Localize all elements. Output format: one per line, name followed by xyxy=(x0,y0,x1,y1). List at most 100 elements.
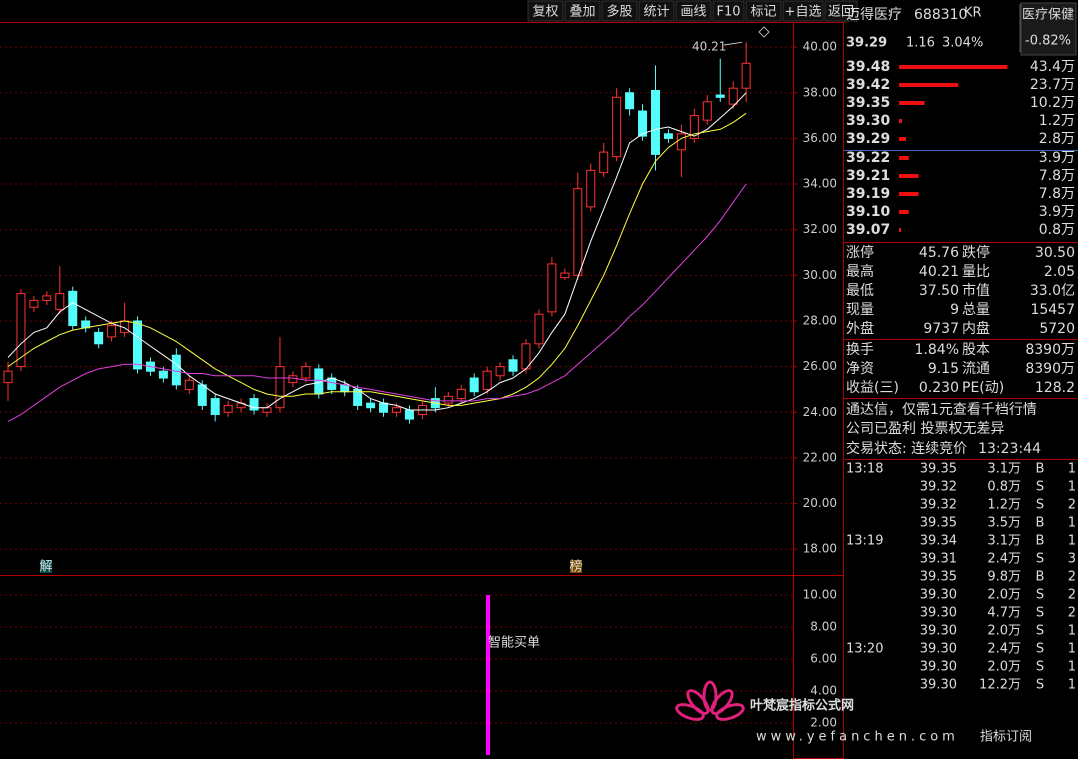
y-tick-label: 36.00 xyxy=(803,131,837,145)
stat-label: 外盘 xyxy=(846,320,874,337)
candle-body xyxy=(741,62,751,89)
fund-label: 股本 xyxy=(962,342,990,358)
candle-body xyxy=(94,331,104,345)
sector-name: 医疗保健 xyxy=(1022,8,1074,23)
toolbar-button[interactable] xyxy=(712,0,745,22)
stat-label: 最低 xyxy=(846,283,874,299)
candle-body xyxy=(573,188,583,276)
trade-price: 39.30 xyxy=(920,678,957,693)
candle-body xyxy=(210,398,220,416)
trade-price: 39.30 xyxy=(920,606,957,621)
toolbar-button[interactable] xyxy=(782,0,824,22)
watermark-caption: 指标订阅 xyxy=(980,730,1032,745)
y-tick-label: 34.00 xyxy=(803,177,837,191)
watermark-logo xyxy=(715,703,745,721)
trade-side: S xyxy=(1036,606,1044,621)
fund-label: 净资 xyxy=(846,361,874,377)
toolbar-label: F10 xyxy=(716,5,740,20)
toolbar-label: +自选 xyxy=(785,5,822,20)
candle-body xyxy=(599,151,609,174)
toolbar-button[interactable] xyxy=(824,0,858,22)
signal-label: 智能买单 xyxy=(488,636,540,651)
trade-side: S xyxy=(1036,588,1044,603)
y-tick-label: 24.00 xyxy=(803,405,837,419)
stat-value: 40.21 xyxy=(919,264,959,280)
stat-value: 15457 xyxy=(1030,302,1075,318)
fund-value: 8390万 xyxy=(1025,342,1075,358)
stat-value: 5720 xyxy=(1039,321,1075,337)
stock-code: 688310 xyxy=(914,7,967,23)
candle-body xyxy=(327,377,337,390)
sector-change: -0.82% xyxy=(1025,34,1071,49)
toolbar-label: 返回 xyxy=(828,5,854,20)
candle-body xyxy=(42,295,52,301)
trade-volume: 2.0万 xyxy=(987,660,1021,675)
trade-count: 2 xyxy=(1068,498,1076,513)
moving-average-line xyxy=(7,183,747,422)
book-price: 39.35 xyxy=(846,95,890,111)
book-price: 39.30 xyxy=(846,113,891,129)
y-tick-label: 4.00 xyxy=(810,684,837,698)
candle-body xyxy=(443,395,453,404)
fund-label: 流通 xyxy=(962,361,990,377)
candle-body xyxy=(171,354,181,386)
candle-body xyxy=(612,96,622,158)
trade-status: 交易状态: 连续竞价 xyxy=(846,440,967,457)
candle-body xyxy=(340,384,350,393)
trade-volume: 2.4万 xyxy=(987,552,1021,567)
high-marker-arrow xyxy=(723,41,743,46)
stat-value: 45.76 xyxy=(919,245,959,261)
stat-label: 最高 xyxy=(846,263,874,280)
y-tick-label: 28.00 xyxy=(803,313,837,327)
candle-body xyxy=(107,325,117,338)
last-price: 39.29 xyxy=(846,36,887,51)
y-tick-label: 18.00 xyxy=(803,542,837,556)
trade-count: 2 xyxy=(1068,588,1076,603)
high-marker: 40.21 xyxy=(692,40,726,54)
watermark-logo xyxy=(702,680,718,712)
stat-label: 量比 xyxy=(962,264,990,280)
book-price: 39.19 xyxy=(846,186,890,202)
toolbar-label: 叠加 xyxy=(569,5,595,20)
book-volume-bar xyxy=(899,119,902,123)
y-tick-label: 8.00 xyxy=(810,620,837,634)
toolbar-button[interactable] xyxy=(601,0,638,22)
book-volume: 43.4万 xyxy=(1030,59,1075,75)
book-price: 39.10 xyxy=(846,204,891,220)
trade-count: 1 xyxy=(1068,660,1076,675)
fund-value: 1.84% xyxy=(915,342,959,358)
candle-body xyxy=(638,110,648,137)
toolbar-button[interactable] xyxy=(675,0,712,22)
y-tick-label: 22.00 xyxy=(803,450,837,464)
candle-body xyxy=(223,404,233,413)
stock-tag: KR xyxy=(964,6,982,21)
toolbar-button[interactable] xyxy=(527,0,564,22)
trade-side: S xyxy=(1036,552,1044,567)
toolbar-button[interactable] xyxy=(564,0,601,22)
trade-side: B xyxy=(1036,570,1045,585)
fund-label: 收益(三) xyxy=(846,380,899,396)
moving-average-line xyxy=(7,112,747,406)
toolbar-button[interactable] xyxy=(745,0,782,22)
trade-count: 1 xyxy=(1068,480,1076,495)
event-marker xyxy=(570,560,582,573)
stat-value: 9737 xyxy=(923,321,959,337)
moving-average-line xyxy=(7,92,747,411)
y-tick-label: 6.00 xyxy=(810,652,837,666)
watermark-logo xyxy=(675,703,705,721)
book-volume: 3.9万 xyxy=(1039,204,1075,220)
price-change: 1.16 xyxy=(906,36,935,51)
book-price: 39.29 xyxy=(846,131,890,147)
book-price: 39.22 xyxy=(846,150,890,166)
book-volume-bar xyxy=(899,210,909,214)
fund-value: 9.15 xyxy=(928,361,959,377)
trade-time: 13:20 xyxy=(846,642,883,657)
candle-body xyxy=(663,133,673,139)
trade-volume: 2.0万 xyxy=(987,588,1021,603)
candle-body xyxy=(702,101,712,121)
trade-volume: 3.1万 xyxy=(987,534,1021,549)
toolbar-button[interactable] xyxy=(638,0,675,22)
candle-body xyxy=(469,377,479,393)
trade-side: S xyxy=(1036,498,1044,513)
